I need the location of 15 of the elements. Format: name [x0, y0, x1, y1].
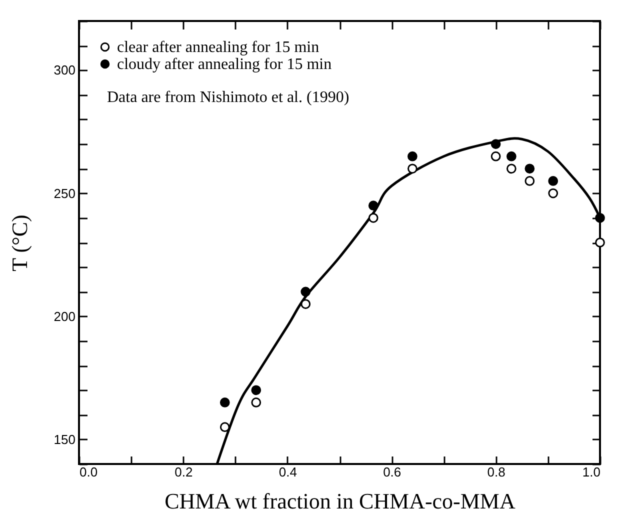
y-tick-label: 200: [54, 308, 76, 324]
x-tick-label: 0.8: [487, 464, 506, 480]
y-tick-label: 300: [54, 62, 76, 78]
annotation: Data are from Nishimoto et al. (1990): [107, 89, 350, 106]
y-axis-title: T (°C): [6, 214, 32, 272]
x-tick-label: 0.0: [80, 464, 98, 480]
legend-label: cloudy after annealing for 15 min: [117, 56, 332, 73]
legend-label: clear after annealing for 15 min: [117, 39, 320, 56]
x-tick-label: 0.2: [174, 464, 193, 480]
x-tick-label: 0.6: [383, 464, 402, 480]
y-tick-label: 250: [54, 186, 76, 201]
x-tick-label: 1.0: [582, 464, 600, 480]
x-tick-label: 0.4: [278, 464, 297, 480]
y-tick-label: 150: [54, 432, 76, 447]
x-axis-title: CHMA wt fraction in CHMA-co-MMA: [164, 488, 516, 514]
